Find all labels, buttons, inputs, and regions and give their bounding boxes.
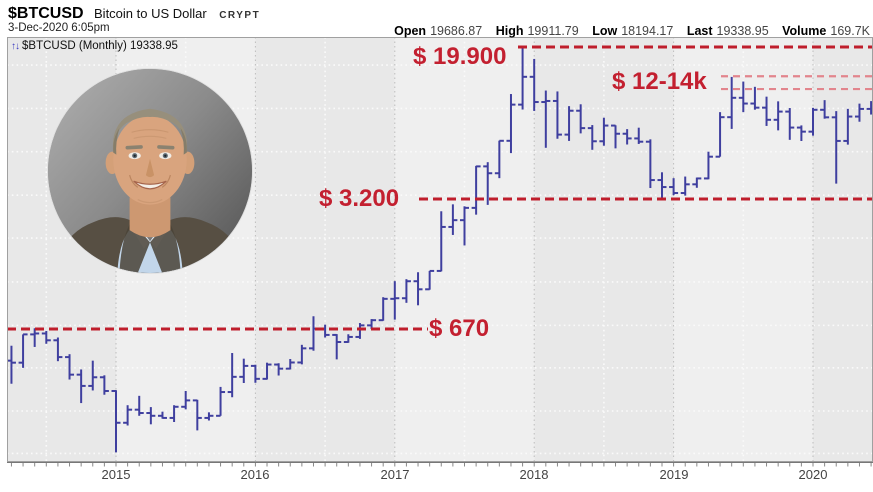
last-value: 19338.95 xyxy=(716,24,769,38)
series-label-text: $BTCUSD (Monthly) 19338.95 xyxy=(22,40,178,52)
annotation-12-14k: $ 12-14k xyxy=(612,68,707,95)
annotation-19900: $ 19.900 xyxy=(413,43,507,70)
axis-year-2015: 2015 xyxy=(101,467,131,482)
axis-year-2016: 2016 xyxy=(240,467,270,482)
axis-year-2017: 2017 xyxy=(380,467,410,482)
quote-row: Open 19686.87 High 19911.79 Low 18194.17 La… xyxy=(394,24,870,38)
open-value: 19686.87 xyxy=(430,24,483,38)
annotation-670: $ 670 xyxy=(429,315,490,342)
chart-datetime: 3-Dec-2020 6:05pm xyxy=(8,22,110,34)
exchange-label: CRYPT xyxy=(219,10,261,21)
axis-year-2019: 2019 xyxy=(659,467,689,482)
annotation-3200: $ 3.200 xyxy=(319,185,400,212)
high-label: High xyxy=(495,24,524,38)
series-label: ↑↓ $BTCUSD (Monthly) 19338.95 xyxy=(11,40,178,52)
chart-header: $BTCUSD Bitcoin to US Dollar CRYPT xyxy=(8,5,260,23)
volume-label: Volume xyxy=(782,24,827,38)
symbol-name: Bitcoin to US Dollar xyxy=(94,6,207,21)
axis-year-2018: 2018 xyxy=(519,467,549,482)
low-label: Low xyxy=(592,24,618,38)
symbol-label: $BTCUSD xyxy=(8,5,84,22)
low-value: 18194.17 xyxy=(621,24,674,38)
volume-value: 169.7K xyxy=(830,24,870,38)
last-label: Last xyxy=(686,24,713,38)
axis-year-2020: 2020 xyxy=(798,467,828,482)
person-portrait-illustration xyxy=(48,69,252,273)
high-value: 19911.79 xyxy=(527,24,579,38)
person-photo xyxy=(47,68,253,274)
open-label: Open xyxy=(394,24,427,38)
updown-arrows-icon: ↑↓ xyxy=(11,41,20,52)
